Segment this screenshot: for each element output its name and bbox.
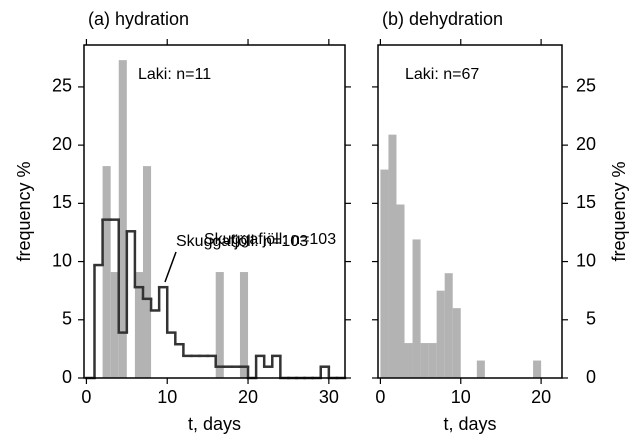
- chart-title: (a) hydration: [88, 9, 189, 29]
- annotation: Skuggafjöll: n=103: [176, 233, 308, 250]
- y-tick-label: 15: [52, 192, 72, 212]
- annotation: Laki: n=11: [138, 66, 211, 83]
- histogram-bar: [476, 360, 485, 378]
- y-tick-label: 10: [576, 250, 596, 270]
- x-tick-label: 10: [157, 387, 177, 407]
- plot-frame: [377, 44, 563, 379]
- y-tick-label: 25: [52, 76, 72, 96]
- histogram-bar: [420, 343, 429, 378]
- histogram-bar: [118, 60, 127, 379]
- histogram-bar: [380, 169, 389, 378]
- annotation: Skuggafjöll: n=103: [204, 231, 336, 248]
- x-tick-label: 0: [81, 387, 91, 407]
- plot-frame: [83, 44, 346, 379]
- x-axis-label: t, days: [188, 414, 241, 434]
- histogram-bar: [239, 272, 249, 378]
- histogram-bar: [134, 272, 143, 378]
- y-tick-label: 15: [576, 192, 596, 212]
- y-tick-label: 10: [52, 250, 72, 270]
- leader-line: [164, 251, 177, 283]
- x-axis-label: t, days: [443, 414, 496, 434]
- y-tick-label: 5: [62, 309, 72, 329]
- y-axis-label: frequency %: [14, 161, 34, 261]
- y-tick-label: 0: [62, 367, 72, 387]
- x-tick-label: 30: [319, 387, 339, 407]
- histogram-bar: [533, 360, 542, 378]
- y-tick-label: 20: [576, 134, 596, 154]
- histogram-bar: [436, 290, 445, 378]
- histogram-bar: [412, 239, 421, 378]
- histogram-bar: [452, 308, 461, 378]
- y-axis-label: frequency %: [609, 161, 629, 261]
- x-tick-label: 10: [451, 387, 471, 407]
- histogram-bar: [404, 343, 413, 378]
- histogram-bar: [444, 273, 453, 378]
- y-tick-label: 25: [576, 76, 596, 96]
- y-tick-label: 20: [52, 134, 72, 154]
- x-tick-label: 0: [375, 387, 385, 407]
- histogram-bar: [215, 272, 224, 378]
- histogram-bar: [102, 166, 111, 378]
- chart-title: (b) dehydration: [382, 9, 503, 29]
- histogram-bar: [110, 272, 119, 378]
- x-tick-label: 20: [531, 387, 551, 407]
- x-tick-label: 20: [238, 387, 258, 407]
- y-tick-label: 5: [586, 309, 596, 329]
- annotation: Laki: n=67: [405, 66, 479, 83]
- histogram-bar: [428, 343, 437, 378]
- histogram-bar: [142, 166, 152, 378]
- y-tick-label: 0: [586, 367, 596, 387]
- histogram-bar: [388, 134, 397, 378]
- histogram-bar: [396, 204, 405, 378]
